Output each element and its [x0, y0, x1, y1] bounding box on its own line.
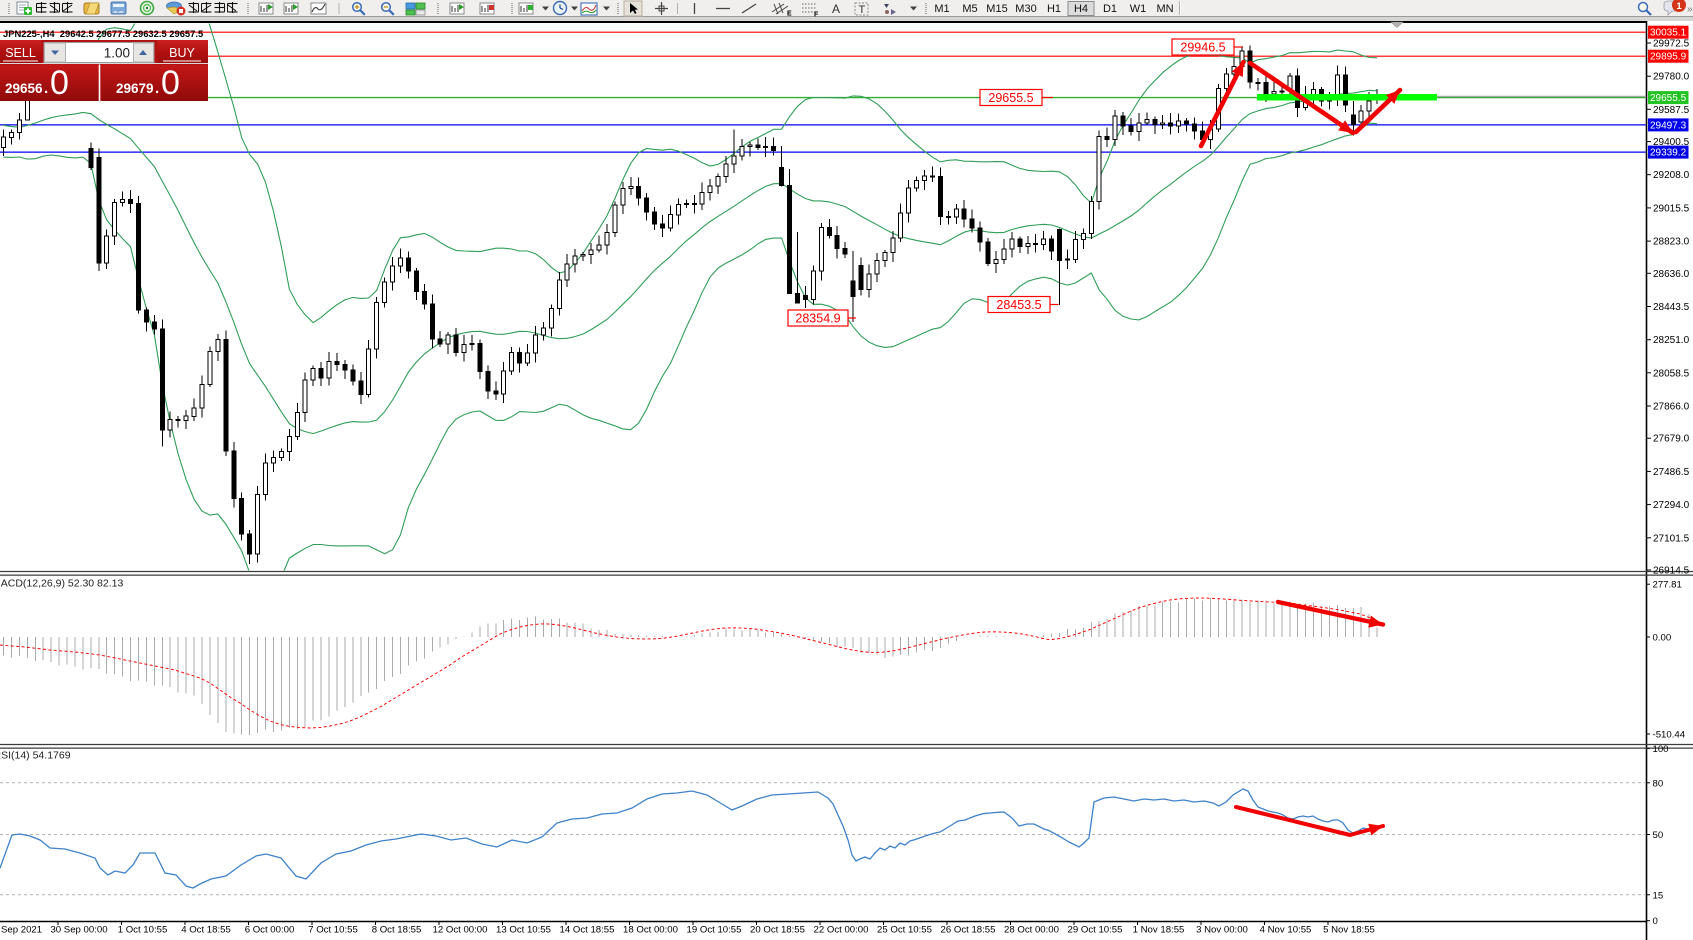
svg-text:28636.0: 28636.0: [1653, 269, 1690, 280]
svg-text:27679.0: 27679.0: [1653, 434, 1690, 445]
svg-text:.: .: [155, 80, 159, 97]
svg-text:19 Oct 10:55: 19 Oct 10:55: [687, 925, 742, 936]
svg-text:M5: M5: [962, 3, 977, 15]
svg-text:4 Nov 10:55: 4 Nov 10:55: [1260, 925, 1312, 936]
svg-text:29679: 29679: [116, 81, 154, 96]
svg-text:5 Nov 18:55: 5 Nov 18:55: [1323, 925, 1375, 936]
svg-text:29497.3: 29497.3: [1650, 120, 1687, 131]
svg-text:14 Oct 18:55: 14 Oct 18:55: [560, 925, 615, 936]
svg-text:RSI(14) 54.1769: RSI(14) 54.1769: [0, 750, 71, 762]
svg-text:20 Oct 18:55: 20 Oct 18:55: [750, 925, 805, 936]
svg-text:27866.0: 27866.0: [1653, 402, 1690, 413]
svg-text:SELL: SELL: [5, 46, 36, 60]
svg-text:29656: 29656: [5, 81, 43, 96]
svg-text:29655.5: 29655.5: [988, 91, 1033, 105]
svg-text:27294.0: 27294.0: [1653, 500, 1690, 511]
svg-text:29895.9: 29895.9: [1650, 52, 1687, 63]
svg-text:30 Sep 00:00: 30 Sep 00:00: [50, 925, 107, 936]
svg-text:MACD(12,26,9) 52.30 82.13: MACD(12,26,9) 52.30 82.13: [0, 578, 123, 590]
svg-text:28823.0: 28823.0: [1653, 237, 1690, 248]
svg-text:.: .: [44, 80, 48, 97]
svg-text:26 Oct 18:55: 26 Oct 18:55: [941, 925, 996, 936]
svg-text:29587.5: 29587.5: [1653, 105, 1690, 116]
svg-text:4 Oct 18:55: 4 Oct 18:55: [181, 925, 231, 936]
svg-text:15: 15: [1653, 890, 1664, 901]
svg-text:22 Oct 00:00: 22 Oct 00:00: [814, 925, 869, 936]
svg-text:0: 0: [50, 64, 69, 102]
svg-text:28 Oct 00:00: 28 Oct 00:00: [1004, 925, 1059, 936]
svg-text:M1: M1: [934, 3, 949, 15]
svg-text:13 Oct 10:55: 13 Oct 10:55: [496, 925, 551, 936]
svg-text:18 Oct 00:00: 18 Oct 00:00: [623, 925, 678, 936]
svg-text:29400.5: 29400.5: [1653, 137, 1690, 148]
svg-text:F: F: [814, 12, 819, 19]
svg-text:27486.5: 27486.5: [1653, 467, 1690, 478]
svg-text:29015.5: 29015.5: [1653, 203, 1690, 214]
svg-text:JPN225-,H4 29642.5 29677.5 29: JPN225-,H4 29642.5 29677.5 29632.5 29657…: [3, 28, 203, 39]
svg-text:BUY: BUY: [169, 46, 195, 60]
svg-text:29655.5: 29655.5: [1650, 93, 1687, 104]
svg-text:0: 0: [1653, 916, 1658, 927]
svg-text:28354.9: 28354.9: [795, 311, 840, 325]
svg-text:1: 1: [1676, 1, 1682, 12]
svg-text:29208.0: 29208.0: [1653, 170, 1690, 181]
svg-text:1 Nov 18:55: 1 Nov 18:55: [1133, 925, 1185, 936]
svg-text:277.81: 277.81: [1653, 580, 1682, 591]
svg-text:50: 50: [1653, 830, 1664, 841]
svg-text:0.00: 0.00: [1653, 633, 1672, 644]
svg-text:H4: H4: [1074, 3, 1088, 15]
svg-text:M15: M15: [986, 3, 1007, 15]
svg-text:29946.5: 29946.5: [1180, 40, 1225, 54]
svg-text:H1: H1: [1047, 3, 1061, 15]
svg-text:1.00: 1.00: [104, 46, 130, 61]
svg-text:6 Oct 00:00: 6 Oct 00:00: [245, 925, 295, 936]
svg-text:80: 80: [1653, 778, 1664, 789]
svg-text:100: 100: [1653, 744, 1669, 755]
svg-text:M30: M30: [1015, 3, 1036, 15]
svg-text:27101.5: 27101.5: [1653, 533, 1690, 544]
svg-text:12 Oct 00:00: 12 Oct 00:00: [433, 925, 488, 936]
svg-text:8 Oct 18:55: 8 Oct 18:55: [372, 925, 422, 936]
svg-text:28058.5: 28058.5: [1653, 368, 1690, 379]
svg-text:D1: D1: [1103, 3, 1117, 15]
svg-text:28443.5: 28443.5: [1653, 302, 1690, 313]
svg-text:30035.1: 30035.1: [1650, 28, 1687, 39]
svg-text:Sep 2021: Sep 2021: [1, 925, 42, 936]
svg-text:28453.5: 28453.5: [996, 298, 1041, 312]
svg-text:29 Oct 10:55: 29 Oct 10:55: [1068, 925, 1123, 936]
svg-text:7 Oct 10:55: 7 Oct 10:55: [308, 925, 358, 936]
svg-text:28251.0: 28251.0: [1653, 335, 1690, 346]
svg-text:T: T: [859, 4, 866, 16]
svg-text:29972.5: 29972.5: [1653, 39, 1690, 50]
svg-text:MN: MN: [1156, 3, 1173, 15]
svg-text:25 Oct 10:55: 25 Oct 10:55: [877, 925, 932, 936]
svg-text:3 Nov 00:00: 3 Nov 00:00: [1196, 925, 1248, 936]
svg-text:29339.2: 29339.2: [1650, 148, 1687, 159]
svg-text:A: A: [832, 2, 840, 16]
svg-text:0: 0: [161, 64, 180, 102]
svg-text:1 Oct 10:55: 1 Oct 10:55: [118, 925, 168, 936]
svg-text:26914.5: 26914.5: [1653, 566, 1690, 577]
svg-text:»: »: [1687, 4, 1693, 15]
svg-text:W1: W1: [1130, 3, 1147, 15]
svg-text:29780.0: 29780.0: [1653, 72, 1690, 83]
svg-text:-510.44: -510.44: [1653, 730, 1686, 741]
svg-text:E: E: [787, 11, 792, 18]
